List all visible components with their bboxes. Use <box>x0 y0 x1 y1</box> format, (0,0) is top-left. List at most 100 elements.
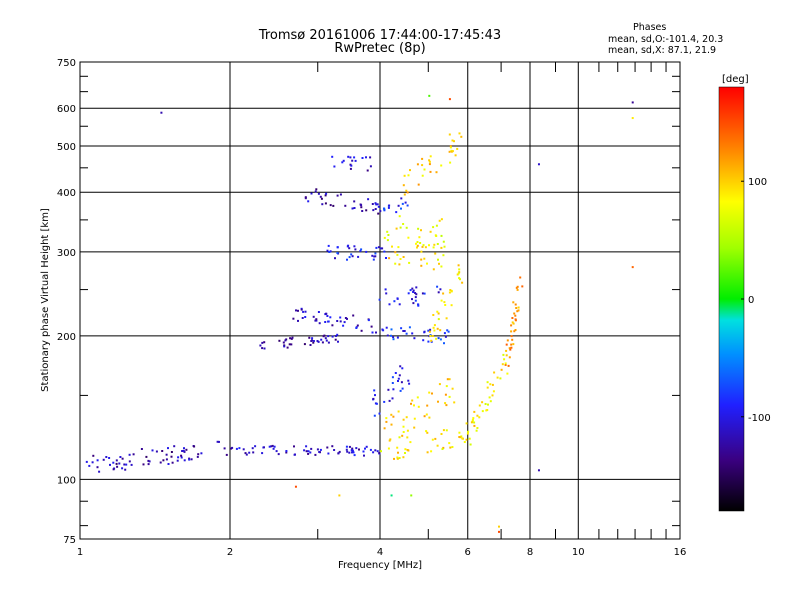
data-point <box>225 453 228 456</box>
data-point <box>397 451 399 454</box>
data-point <box>373 414 376 417</box>
data-point <box>349 167 352 170</box>
data-point <box>183 447 185 450</box>
axis-ticks <box>80 62 680 539</box>
data-point <box>410 494 413 497</box>
data-point <box>511 338 514 341</box>
data-point <box>458 268 461 271</box>
data-point <box>402 431 405 433</box>
data-point <box>400 207 402 210</box>
data-point <box>413 426 416 429</box>
data-point <box>309 451 312 454</box>
data-point <box>406 191 409 194</box>
data-point <box>200 452 203 455</box>
data-point <box>375 246 378 249</box>
data-point <box>458 271 461 274</box>
data-point <box>392 388 395 391</box>
data-point <box>471 419 474 421</box>
data-point <box>312 341 315 344</box>
data-point <box>270 445 273 448</box>
data-point <box>102 458 105 461</box>
data-point <box>411 399 414 402</box>
data-point <box>429 170 432 173</box>
data-point <box>268 445 271 448</box>
data-point <box>443 332 446 335</box>
data-point <box>124 468 127 471</box>
data-point <box>426 451 429 454</box>
data-point <box>360 204 363 207</box>
data-point <box>436 243 439 245</box>
data-point <box>355 447 358 450</box>
data-point <box>451 150 454 153</box>
data-point <box>478 404 481 407</box>
data-point <box>378 412 381 415</box>
data-point <box>428 160 431 163</box>
data-point <box>436 327 439 330</box>
data-point <box>510 346 513 349</box>
data-point <box>445 429 448 432</box>
x-tick-label: 1 <box>77 547 83 558</box>
y-tick-label: 200 <box>57 332 76 343</box>
colorbar <box>718 86 745 512</box>
x-tick-label: 2 <box>227 547 233 558</box>
data-point <box>497 530 500 533</box>
data-point <box>504 364 507 366</box>
data-point <box>402 418 405 421</box>
data-point <box>331 335 334 338</box>
data-point <box>451 446 454 448</box>
data-point <box>440 265 443 268</box>
data-point <box>365 209 368 212</box>
data-point <box>170 451 173 453</box>
data-point <box>376 450 379 453</box>
data-point <box>398 303 401 306</box>
data-point <box>327 452 330 455</box>
data-point <box>336 320 339 322</box>
data-point <box>506 339 509 342</box>
data-point <box>321 341 324 344</box>
data-point <box>421 157 424 160</box>
data-point <box>429 230 432 233</box>
data-point <box>450 289 453 292</box>
data-point <box>171 461 174 464</box>
data-point <box>476 414 479 417</box>
data-point <box>408 382 411 385</box>
data-point <box>343 321 346 324</box>
data-point <box>345 445 348 448</box>
data-point <box>332 204 335 207</box>
data-point <box>417 304 420 307</box>
data-point <box>397 380 399 382</box>
data-point <box>362 450 365 453</box>
data-point <box>401 387 404 390</box>
data-point <box>514 303 517 306</box>
data-point <box>442 254 445 257</box>
data-point <box>437 258 439 261</box>
data-point <box>449 146 452 149</box>
data-point <box>147 459 150 462</box>
chart-title: Tromsø 20161006 17:44:00-17:45:43 <box>258 28 502 43</box>
data-point <box>310 192 313 195</box>
data-point <box>468 437 471 440</box>
colorbar-tick-label: -100 <box>748 413 771 424</box>
data-point <box>484 403 487 405</box>
data-point <box>407 174 410 177</box>
data-point <box>353 245 356 248</box>
data-point <box>448 133 451 136</box>
data-point <box>385 257 387 259</box>
data-point <box>98 470 101 473</box>
chart-subtitle: RwPretec (8p) <box>334 41 426 56</box>
data-point <box>631 101 634 104</box>
data-point <box>486 381 489 384</box>
data-point <box>442 240 445 243</box>
data-point <box>304 310 307 313</box>
data-point <box>356 324 359 327</box>
data-point <box>431 438 434 441</box>
data-point <box>334 257 336 260</box>
data-point <box>167 447 169 450</box>
data-point <box>448 395 451 398</box>
data-point <box>359 249 362 252</box>
data-point <box>438 383 441 386</box>
data-point <box>631 117 634 120</box>
data-point <box>491 394 494 397</box>
data-point <box>390 494 393 497</box>
